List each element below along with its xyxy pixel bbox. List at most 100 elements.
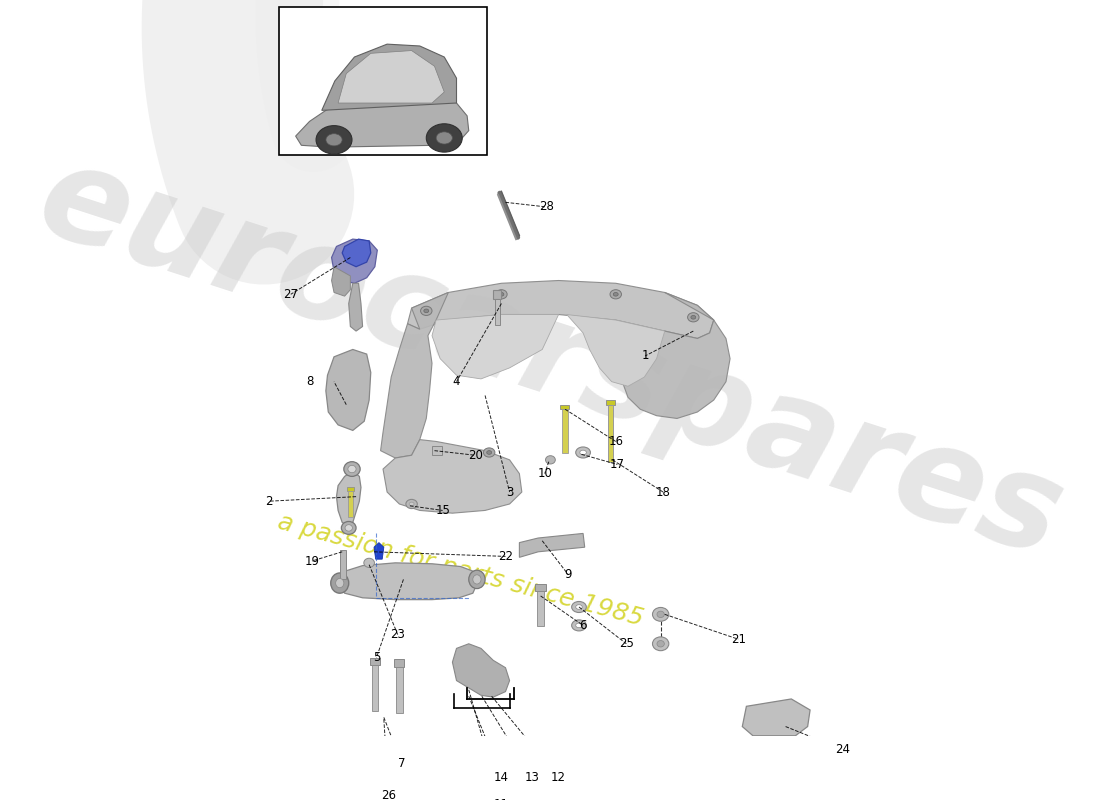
Polygon shape [742,699,810,736]
Ellipse shape [437,132,452,144]
Text: 2: 2 [265,494,273,508]
Ellipse shape [427,124,462,152]
Bar [562,410,568,454]
Ellipse shape [326,134,342,146]
Bar [535,584,547,591]
Text: 6: 6 [580,619,586,632]
Ellipse shape [344,462,360,476]
Text: 23: 23 [390,628,405,641]
Bar [372,665,378,711]
Text: 22: 22 [498,550,513,563]
Bar [606,400,615,405]
Ellipse shape [575,447,591,458]
Text: 15: 15 [436,504,450,517]
Text: 4: 4 [453,375,460,388]
Bar [432,446,442,455]
Polygon shape [338,563,477,600]
Ellipse shape [575,623,582,628]
Polygon shape [338,50,444,103]
Ellipse shape [657,611,664,618]
Text: 5: 5 [373,651,381,664]
Ellipse shape [469,570,485,589]
Bar [370,658,379,665]
Ellipse shape [336,578,344,588]
Polygon shape [381,293,449,458]
Text: 10: 10 [537,467,552,480]
Polygon shape [519,534,585,558]
Text: eurocarspares: eurocarspares [23,134,1078,584]
Polygon shape [374,542,384,559]
Ellipse shape [657,641,664,647]
Bar [560,405,569,410]
Polygon shape [326,350,371,430]
Ellipse shape [316,126,352,154]
Ellipse shape [486,450,492,454]
Bar [607,405,614,462]
Text: 21: 21 [730,633,746,646]
Bar [348,491,353,517]
Ellipse shape [499,293,504,296]
Ellipse shape [691,315,696,319]
Polygon shape [331,239,377,283]
Bar [493,290,502,299]
Bar [538,591,543,626]
Text: 18: 18 [656,486,671,498]
Ellipse shape [424,309,429,313]
Ellipse shape [652,637,669,650]
Text: 9: 9 [564,568,572,582]
Text: 14: 14 [494,770,509,784]
Text: 13: 13 [525,770,539,784]
Ellipse shape [409,502,414,506]
Bar [395,659,404,666]
Ellipse shape [614,293,618,296]
Ellipse shape [610,290,621,299]
Text: 24: 24 [835,743,850,756]
Polygon shape [337,471,361,526]
Text: 19: 19 [305,554,319,567]
Polygon shape [322,44,456,110]
Polygon shape [331,266,351,296]
Text: 28: 28 [539,201,553,214]
Bar [348,487,353,491]
Ellipse shape [484,448,495,457]
Ellipse shape [348,466,356,473]
Text: 17: 17 [609,458,625,471]
Text: 27: 27 [283,288,298,301]
Ellipse shape [496,290,507,299]
Ellipse shape [473,575,481,584]
Text: 7: 7 [398,757,406,770]
Bar [495,299,499,325]
Bar [396,666,403,713]
Polygon shape [623,293,730,418]
Text: 16: 16 [608,435,624,448]
Polygon shape [407,281,714,338]
Text: 12: 12 [551,770,566,784]
Text: 20: 20 [468,449,483,462]
Ellipse shape [341,522,356,534]
Polygon shape [452,644,509,697]
Ellipse shape [575,605,582,610]
Text: 26: 26 [382,789,396,800]
Ellipse shape [652,607,669,622]
Ellipse shape [364,558,374,567]
Ellipse shape [331,573,349,593]
Polygon shape [296,90,469,147]
Ellipse shape [688,313,698,322]
Bar [340,550,346,579]
Text: 25: 25 [619,638,634,650]
Polygon shape [342,239,371,266]
Ellipse shape [406,499,417,509]
Ellipse shape [572,602,586,613]
Polygon shape [566,314,664,386]
Ellipse shape [420,306,432,315]
Text: 1: 1 [641,350,649,362]
Ellipse shape [572,620,586,631]
Text: a passion for parts since 1985: a passion for parts since 1985 [275,510,646,630]
Text: 11: 11 [494,798,509,800]
Polygon shape [349,283,363,331]
Ellipse shape [345,525,352,531]
Ellipse shape [546,456,556,464]
Text: 3: 3 [506,486,514,498]
Bar [279,7,486,154]
Text: 8: 8 [306,375,313,388]
